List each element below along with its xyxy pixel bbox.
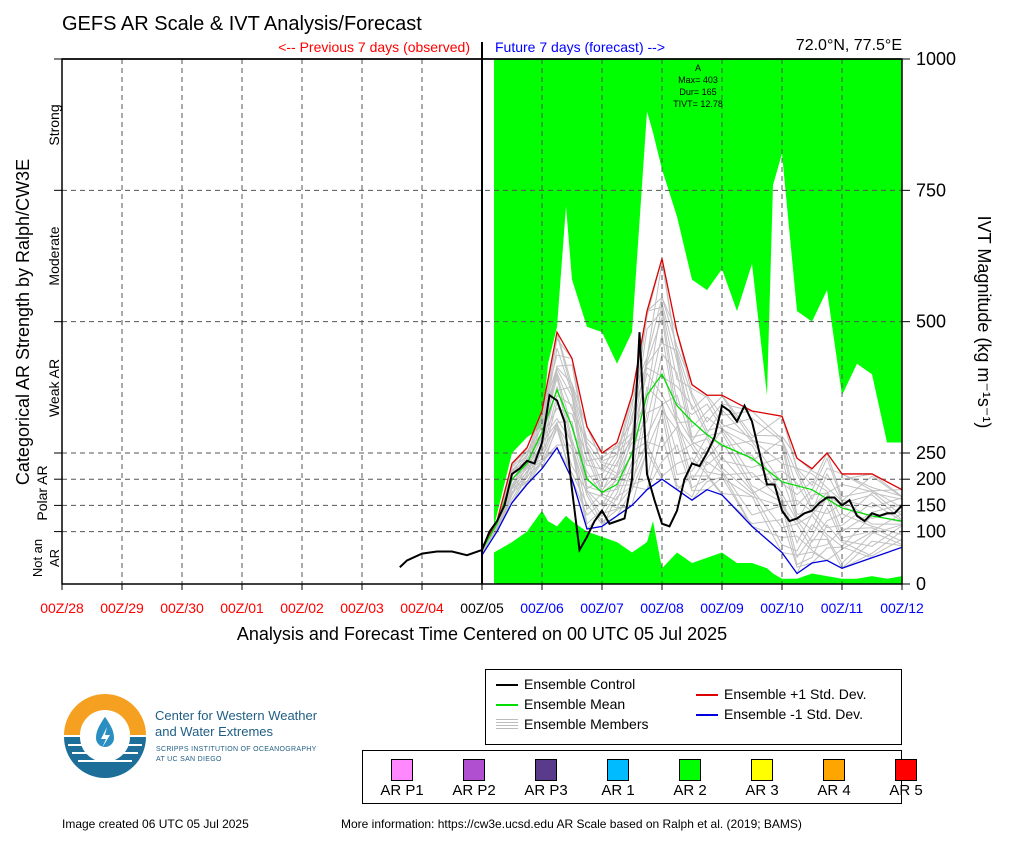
annotation-max: Max= 403 <box>678 75 718 85</box>
ar-swatch-label: AR 1 <box>601 782 635 799</box>
legend-mean: Ensemble Mean <box>496 696 625 712</box>
legend-control-label: Ensemble Control <box>524 676 636 692</box>
y-tick-label: 1000 <box>916 49 956 69</box>
x-tick-label: 00Z/12 <box>880 600 924 616</box>
plus-std-line <box>481 258 903 548</box>
ar-swatch <box>751 759 773 781</box>
annotation-tivt: TIVT= 12.78 <box>673 99 723 109</box>
legend-control: Ensemble Control <box>496 676 635 692</box>
ar-swatch <box>391 759 413 781</box>
legend-plus: Ensemble +1 Std. Dev. <box>696 686 867 702</box>
y-tick-label: 500 <box>916 312 946 332</box>
series-legend: Ensemble Control Ensemble Mean Ensemble … <box>485 669 902 745</box>
category-moderate: Moderate <box>46 226 62 285</box>
logo-arc-top <box>64 694 146 735</box>
control-line <box>399 332 903 568</box>
x-tick-label: 00Z/05 <box>460 600 504 616</box>
annotation-dur: Dur= 165 <box>679 87 716 97</box>
ar-annotation: A Max= 403 Dur= 165 TIVT= 12.78 <box>673 63 723 109</box>
legend-members-swatch <box>496 719 518 732</box>
logo-line2: and Water Extremes <box>155 724 274 739</box>
legend-mean-label: Ensemble Mean <box>524 696 626 712</box>
legend-members-label: Ensemble Members <box>524 716 649 732</box>
x-axis-label: Analysis and Forecast Time Centered on 0… <box>237 624 727 644</box>
category-not-an: Not an <box>30 539 45 577</box>
ar-swatch <box>607 759 629 781</box>
y-tick-label: 750 <box>916 180 946 200</box>
ar-scale-legend: AR P1 AR P2 AR P3 AR 1 AR 2 AR 3 AR 4 AR 5 <box>362 750 923 804</box>
x-tick-label: 00Z/28 <box>40 600 84 616</box>
y-tick-label: 200 <box>916 469 946 489</box>
mean-line <box>481 372 903 551</box>
ar-swatch-label: AR 3 <box>745 782 779 799</box>
legend-minus-swatch <box>696 714 718 717</box>
x-tick-label: 00Z/09 <box>700 600 744 616</box>
ar-swatch-label: AR 2 <box>673 782 707 799</box>
logo-arc-bottom <box>64 737 146 778</box>
footer-created: Image created 06 UTC 05 Jul 2025 <box>62 817 249 831</box>
category-ar: AR <box>47 549 62 567</box>
ar-swatch-label: AR 4 <box>817 782 851 799</box>
y-tick-label: 0 <box>916 574 926 594</box>
x-tick-label: 00Z/29 <box>100 600 144 616</box>
category-strong: Strong <box>46 104 62 145</box>
logo-line4: AT UC SAN DIEGO <box>156 756 222 763</box>
legend-minus-label: Ensemble -1 Std. Dev. <box>724 706 864 722</box>
ar-swatch-label: AR P1 <box>380 782 424 799</box>
category-polar: Polar AR <box>34 465 50 520</box>
y-axis-label-left: Categorical AR Strength by Ralph/CW3E <box>13 159 33 485</box>
x-tick-label: 00Z/11 <box>821 600 864 616</box>
cw3e-logo <box>64 694 146 778</box>
legend-minus: Ensemble -1 Std. Dev. <box>696 706 863 722</box>
x-tick-label: 00Z/06 <box>520 600 564 616</box>
legend-control-swatch <box>496 684 518 687</box>
x-tick-label: 00Z/10 <box>760 600 804 616</box>
ar-swatch-label: AR P3 <box>524 782 568 799</box>
ar-swatch-label: AR P2 <box>452 782 496 799</box>
footer-more-info: More information: https://cw3e.ucsd.edu … <box>341 817 802 831</box>
legend-mean-swatch <box>496 704 518 707</box>
legend-plus-label: Ensemble +1 Std. Dev. <box>724 686 867 702</box>
annotation-id: A <box>695 63 701 73</box>
y-tick-label: 150 <box>916 495 946 515</box>
ar-swatch <box>823 759 845 781</box>
x-tick-label: 00Z/07 <box>580 600 624 616</box>
minus-std-line <box>481 446 903 575</box>
previous-days-label: <-- Previous 7 days (observed) <box>278 39 470 55</box>
location-label: 72.0°N, 77.5°E <box>796 37 902 54</box>
x-tick-label: 00Z/08 <box>640 600 684 616</box>
x-tick-label: 00Z/04 <box>400 600 444 616</box>
logo-line1: Center for Western Weather <box>155 708 318 723</box>
logo-line3: SCRIPPS INSTITUTION OF OCEANOGRAPHY <box>156 746 317 753</box>
ar-swatch <box>463 759 485 781</box>
future-days-label: Future 7 days (forecast) --> <box>495 39 665 55</box>
x-tick-label: 00Z/03 <box>340 600 384 616</box>
legend-members: Ensemble Members <box>496 716 649 732</box>
chart-title: GEFS AR Scale & IVT Analysis/Forecast <box>62 13 422 35</box>
x-tick-label: 00Z/01 <box>220 600 264 616</box>
y-tick-label: 100 <box>916 522 946 542</box>
ar-swatch <box>679 759 701 781</box>
y-axis-label-right: IVT Magnitude (kg m⁻¹s⁻¹) <box>974 216 994 429</box>
ar-swatch <box>535 759 557 781</box>
y-tick-label: 250 <box>916 443 946 463</box>
ar-swatch <box>895 759 917 781</box>
x-tick-label: 00Z/30 <box>160 600 204 616</box>
x-tick-label: 00Z/02 <box>280 600 324 616</box>
legend-plus-swatch <box>696 694 718 697</box>
category-weak: Weak AR <box>46 359 62 417</box>
ar-swatch-label: AR 5 <box>889 782 923 799</box>
